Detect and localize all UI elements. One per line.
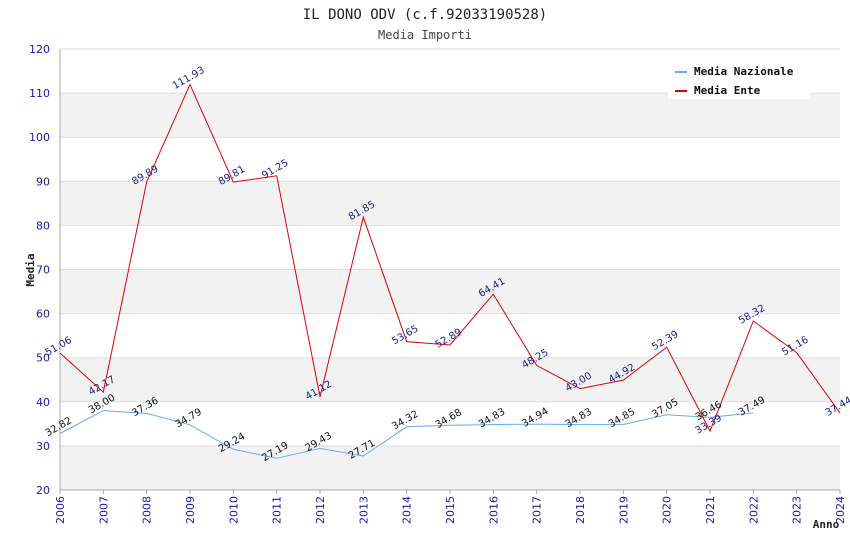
y-tick-label: 110 — [29, 87, 50, 100]
x-tick-label: 2021 — [704, 496, 717, 524]
data-label: 34.83 — [564, 407, 594, 431]
data-label: 53.65 — [390, 324, 420, 348]
x-axis-ticks: 2006 2007 2008 2009 2010 2011 2012 2013 2014 2015… — [54, 490, 847, 524]
y-tick-label: 100 — [29, 131, 50, 144]
x-tick-label: 2019 — [617, 496, 630, 524]
data-label: 52.89 — [434, 327, 464, 351]
x-tick-label: 2012 — [314, 496, 327, 524]
data-label: 34.79 — [174, 407, 204, 431]
data-label: 34.94 — [520, 406, 550, 430]
grid-band — [60, 93, 840, 138]
y-tick-label: 40 — [36, 396, 50, 409]
x-tick-label: 2014 — [401, 496, 414, 524]
chart-title: IL DONO ODV (c.f.92033190528) — [303, 7, 547, 23]
y-tick-label: 30 — [36, 440, 50, 453]
data-label: 51.06 — [44, 335, 74, 359]
data-label: 34.83 — [477, 407, 507, 431]
x-tick-label: 2015 — [444, 496, 457, 524]
legend: Media Nazionale Media Ente — [668, 59, 810, 99]
y-tick-label: 60 — [36, 308, 50, 321]
x-tick-label: 2013 — [357, 496, 370, 524]
y-tick-label: 120 — [29, 43, 50, 56]
grid-band — [60, 181, 840, 226]
background-bands — [60, 93, 840, 490]
x-tick-label: 2018 — [574, 496, 587, 524]
x-axis-title: Anno — [813, 518, 840, 531]
x-tick-label: 2022 — [747, 496, 760, 524]
grid-band — [60, 445, 840, 490]
legend-box — [668, 59, 810, 99]
x-tick-label: 2010 — [227, 496, 240, 524]
data-label: 91.25 — [260, 158, 290, 182]
x-tick-label: 2008 — [141, 496, 154, 524]
chart-subtitle: Media Importi — [378, 28, 472, 42]
data-label: 51.16 — [780, 334, 810, 358]
data-label: 34.68 — [434, 407, 464, 431]
data-label: 32.82 — [44, 415, 74, 439]
data-label: 34.32 — [390, 409, 420, 433]
y-tick-label: 20 — [36, 484, 50, 497]
data-label: 34.85 — [607, 406, 637, 430]
x-tick-label: 2016 — [487, 496, 500, 524]
x-tick-label: 2024 — [834, 496, 847, 524]
x-tick-label: 2006 — [54, 496, 67, 524]
y-tick-label: 70 — [36, 264, 50, 277]
y-tick-label: 90 — [36, 175, 50, 188]
series-line-media-ente — [59, 83, 841, 433]
x-tick-label: 2020 — [661, 496, 674, 524]
series-lines — [59, 83, 841, 459]
y-tick-label: 50 — [36, 352, 50, 365]
grid-band — [60, 357, 840, 402]
x-tick-label: 2023 — [791, 496, 804, 524]
legend-label-media-nazionale: Media Nazionale — [694, 65, 794, 78]
y-axis-ticks: 20 30 40 50 60 70 80 90 100 110 120 — [29, 43, 50, 497]
data-label: 52.39 — [650, 329, 680, 353]
y-tick-label: 80 — [36, 219, 50, 232]
y-axis-title: Media — [24, 253, 37, 286]
series-line-media-nazionale — [59, 410, 754, 459]
legend-label-media-ente: Media Ente — [694, 84, 761, 97]
x-tick-label: 2017 — [531, 496, 544, 524]
x-tick-label: 2007 — [97, 496, 110, 524]
grid-band — [60, 269, 840, 314]
x-tick-label: 2011 — [271, 496, 284, 524]
x-tick-label: 2009 — [184, 496, 197, 524]
